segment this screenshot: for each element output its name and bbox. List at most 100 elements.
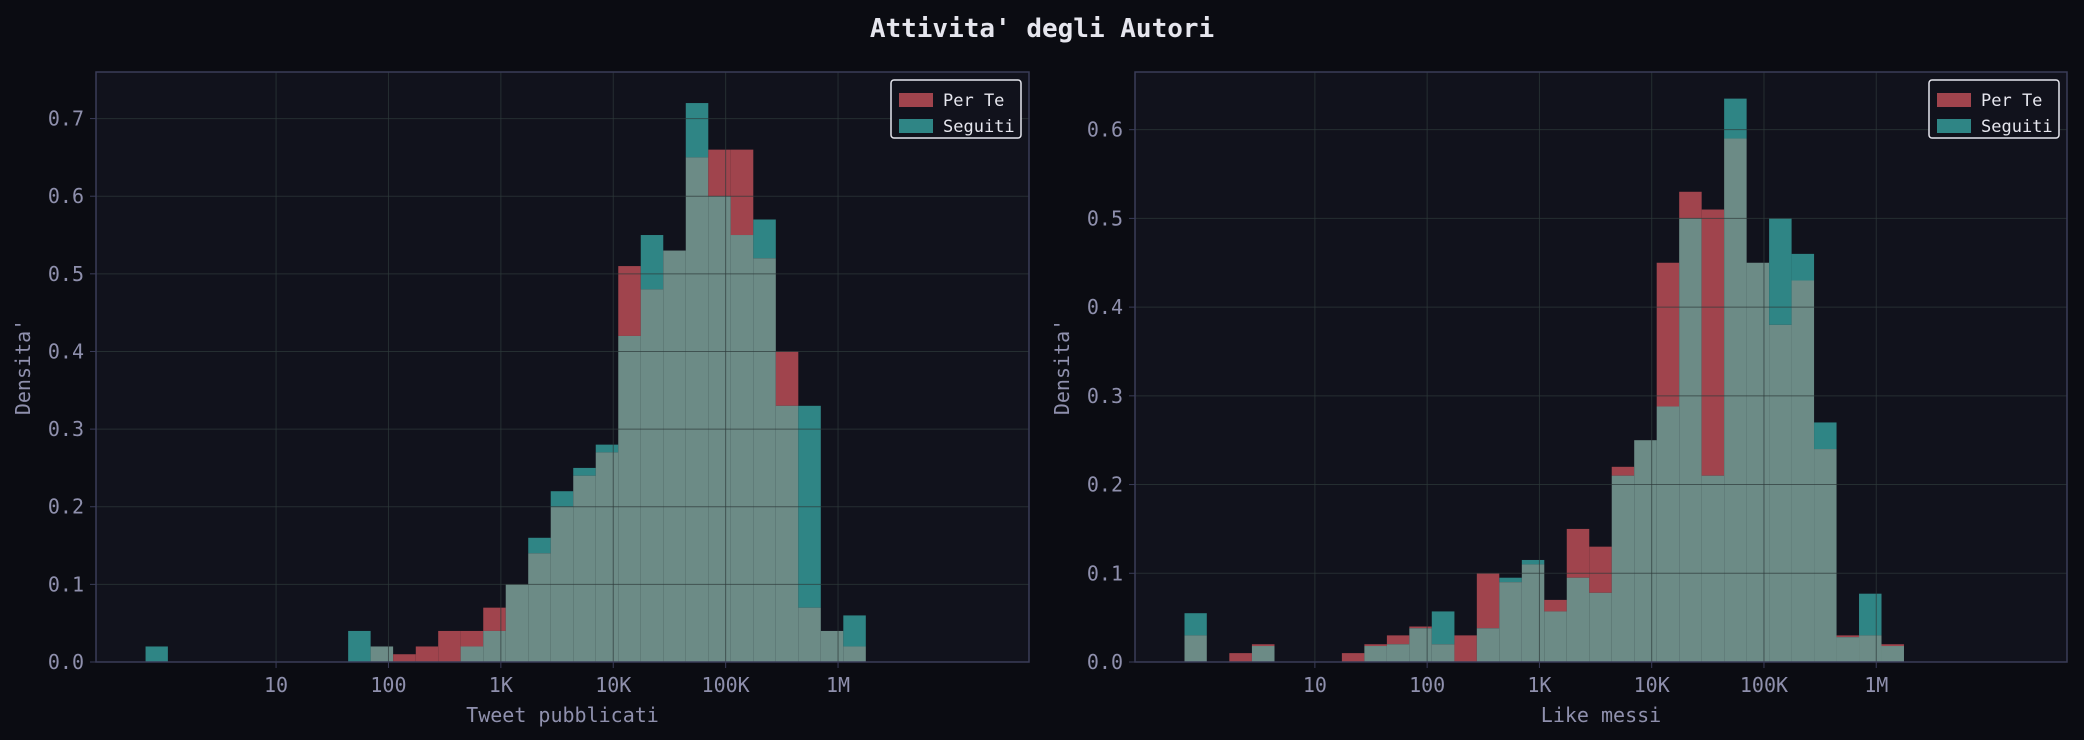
x-tick-label: 10 (264, 673, 288, 697)
x-tick-label: 100K (702, 673, 750, 697)
legend: Per Te Seguiti (890, 79, 1022, 139)
bar-per-te (438, 630, 461, 662)
bar-overlap (370, 646, 394, 662)
bar-overlap (1521, 564, 1545, 662)
legend-label-seguiti: Seguiti (1981, 117, 2053, 137)
bar-overlap (730, 235, 754, 663)
bar-overlap (1679, 218, 1702, 662)
bar-overlap (753, 258, 776, 662)
bar-overlap (1184, 635, 1207, 662)
y-tick-label: 0.5 (48, 262, 84, 286)
bar-seguiti (145, 646, 168, 662)
y-tick-label: 0.7 (48, 107, 84, 131)
y-tick-label: 0.6 (1087, 118, 1123, 142)
x-tick-label: 1K (1527, 673, 1551, 697)
bar-per-te (1229, 653, 1252, 662)
y-tick-label: 0.4 (48, 339, 84, 363)
bar-per-te (483, 607, 506, 631)
bar-per-te (1544, 599, 1567, 612)
bar-per-te (1679, 191, 1702, 219)
y-axis-label: Densita' (11, 319, 35, 415)
y-tick-label: 0.0 (1087, 650, 1123, 674)
y-tick-label: 0.0 (48, 650, 84, 674)
grid-group (1135, 72, 2067, 663)
bar-overlap (1634, 440, 1657, 662)
bar-overlap (1881, 646, 1904, 662)
bar-overlap (685, 157, 709, 663)
bar-overlap (1566, 577, 1590, 662)
legend: Per Te Seguiti (1928, 79, 2060, 139)
bar-per-te (775, 351, 799, 406)
bar-overlap (1386, 644, 1410, 662)
bar-seguiti (1431, 611, 1455, 645)
plot-frame (95, 71, 1030, 663)
bar-per-te (1476, 573, 1500, 629)
x-tick-label: 100 (370, 673, 406, 697)
y-tick-label: 0.3 (48, 417, 84, 441)
bar-per-te (1364, 644, 1387, 647)
x-tick-label: 100 (1409, 673, 1445, 697)
bar-overlap (663, 250, 686, 663)
legend-label-seguiti: Seguiti (943, 117, 1015, 137)
bar-overlap (1611, 475, 1635, 662)
bar-overlap (573, 475, 596, 662)
y-tick-label: 0.6 (48, 184, 84, 208)
bar-overlap (775, 405, 799, 662)
x-tick-label: 10K (595, 673, 631, 697)
bar-overlap (505, 584, 529, 662)
y-tick-label: 0.2 (1087, 473, 1123, 497)
bar-per-te (460, 630, 484, 647)
bar-seguiti (1791, 253, 1815, 281)
bar-overlap (1499, 582, 1522, 662)
bar-overlap (460, 646, 484, 662)
legend-swatch-seguiti (899, 119, 933, 133)
x-axis-label: Like messi (1541, 703, 1661, 727)
bar-overlap (1701, 475, 1725, 662)
bar-per-te (1589, 546, 1612, 593)
y-tick-label: 0.5 (1087, 206, 1123, 230)
bar-per-te (415, 646, 439, 662)
bar-seguiti (1814, 422, 1837, 450)
bar-overlap (1251, 646, 1275, 662)
bar-seguiti (1521, 559, 1545, 565)
chart-panel-like: 10 100 1K 10K 100K 1M 0.0 0.1 0.2 0.3 0.4 0.5 0.6 Lik… (1050, 71, 2068, 727)
x-tick-label: 1M (1864, 673, 1888, 697)
x-tick-label: 1K (489, 673, 513, 697)
bar-overlap (1431, 644, 1455, 662)
bar-per-te (1881, 644, 1904, 647)
bar-overlap (595, 452, 619, 662)
bars-group (1184, 98, 1904, 662)
bar-overlap (798, 607, 821, 662)
bar-seguiti (550, 491, 574, 507)
y-tick-label: 0.1 (48, 572, 84, 596)
bar-overlap (1769, 324, 1792, 662)
bar-seguiti (1184, 613, 1207, 636)
x-tick-label: 1M (826, 673, 850, 697)
legend-swatch-seguiti (1937, 119, 1971, 133)
bar-per-te (1701, 209, 1725, 476)
bar-per-te (1251, 644, 1275, 647)
bar-per-te (1611, 466, 1635, 476)
bar-overlap (1859, 635, 1882, 662)
bar-seguiti (685, 103, 709, 158)
y-tick-label: 0.3 (1087, 384, 1123, 408)
bar-overlap (1791, 280, 1815, 662)
bar-overlap (1836, 637, 1860, 662)
bar-seguiti (1769, 218, 1792, 325)
bar-overlap (618, 335, 641, 662)
chart-panel-tweet: 10 100 1K 10K 100K 1M 0.0 0.1 0.2 0.3 0.4 0.5 0.6 0.7… (11, 71, 1030, 727)
bar-per-te (1656, 262, 1680, 407)
bar-per-te (708, 149, 731, 197)
x-axis-label: Tweet pubblicati (466, 703, 659, 727)
plot-frame (1134, 71, 2068, 663)
bar-seguiti (843, 615, 866, 647)
legend-swatch-per-te (899, 93, 933, 107)
bar-overlap (1746, 262, 1770, 662)
x-tick-label: 10K (1634, 673, 1670, 697)
bar-overlap (483, 630, 506, 662)
bar-overlap (1814, 449, 1837, 662)
x-tick-label: 100K (1740, 673, 1788, 697)
figure-title: Attivita' degli Autori (870, 14, 1214, 44)
bar-overlap (843, 646, 866, 662)
